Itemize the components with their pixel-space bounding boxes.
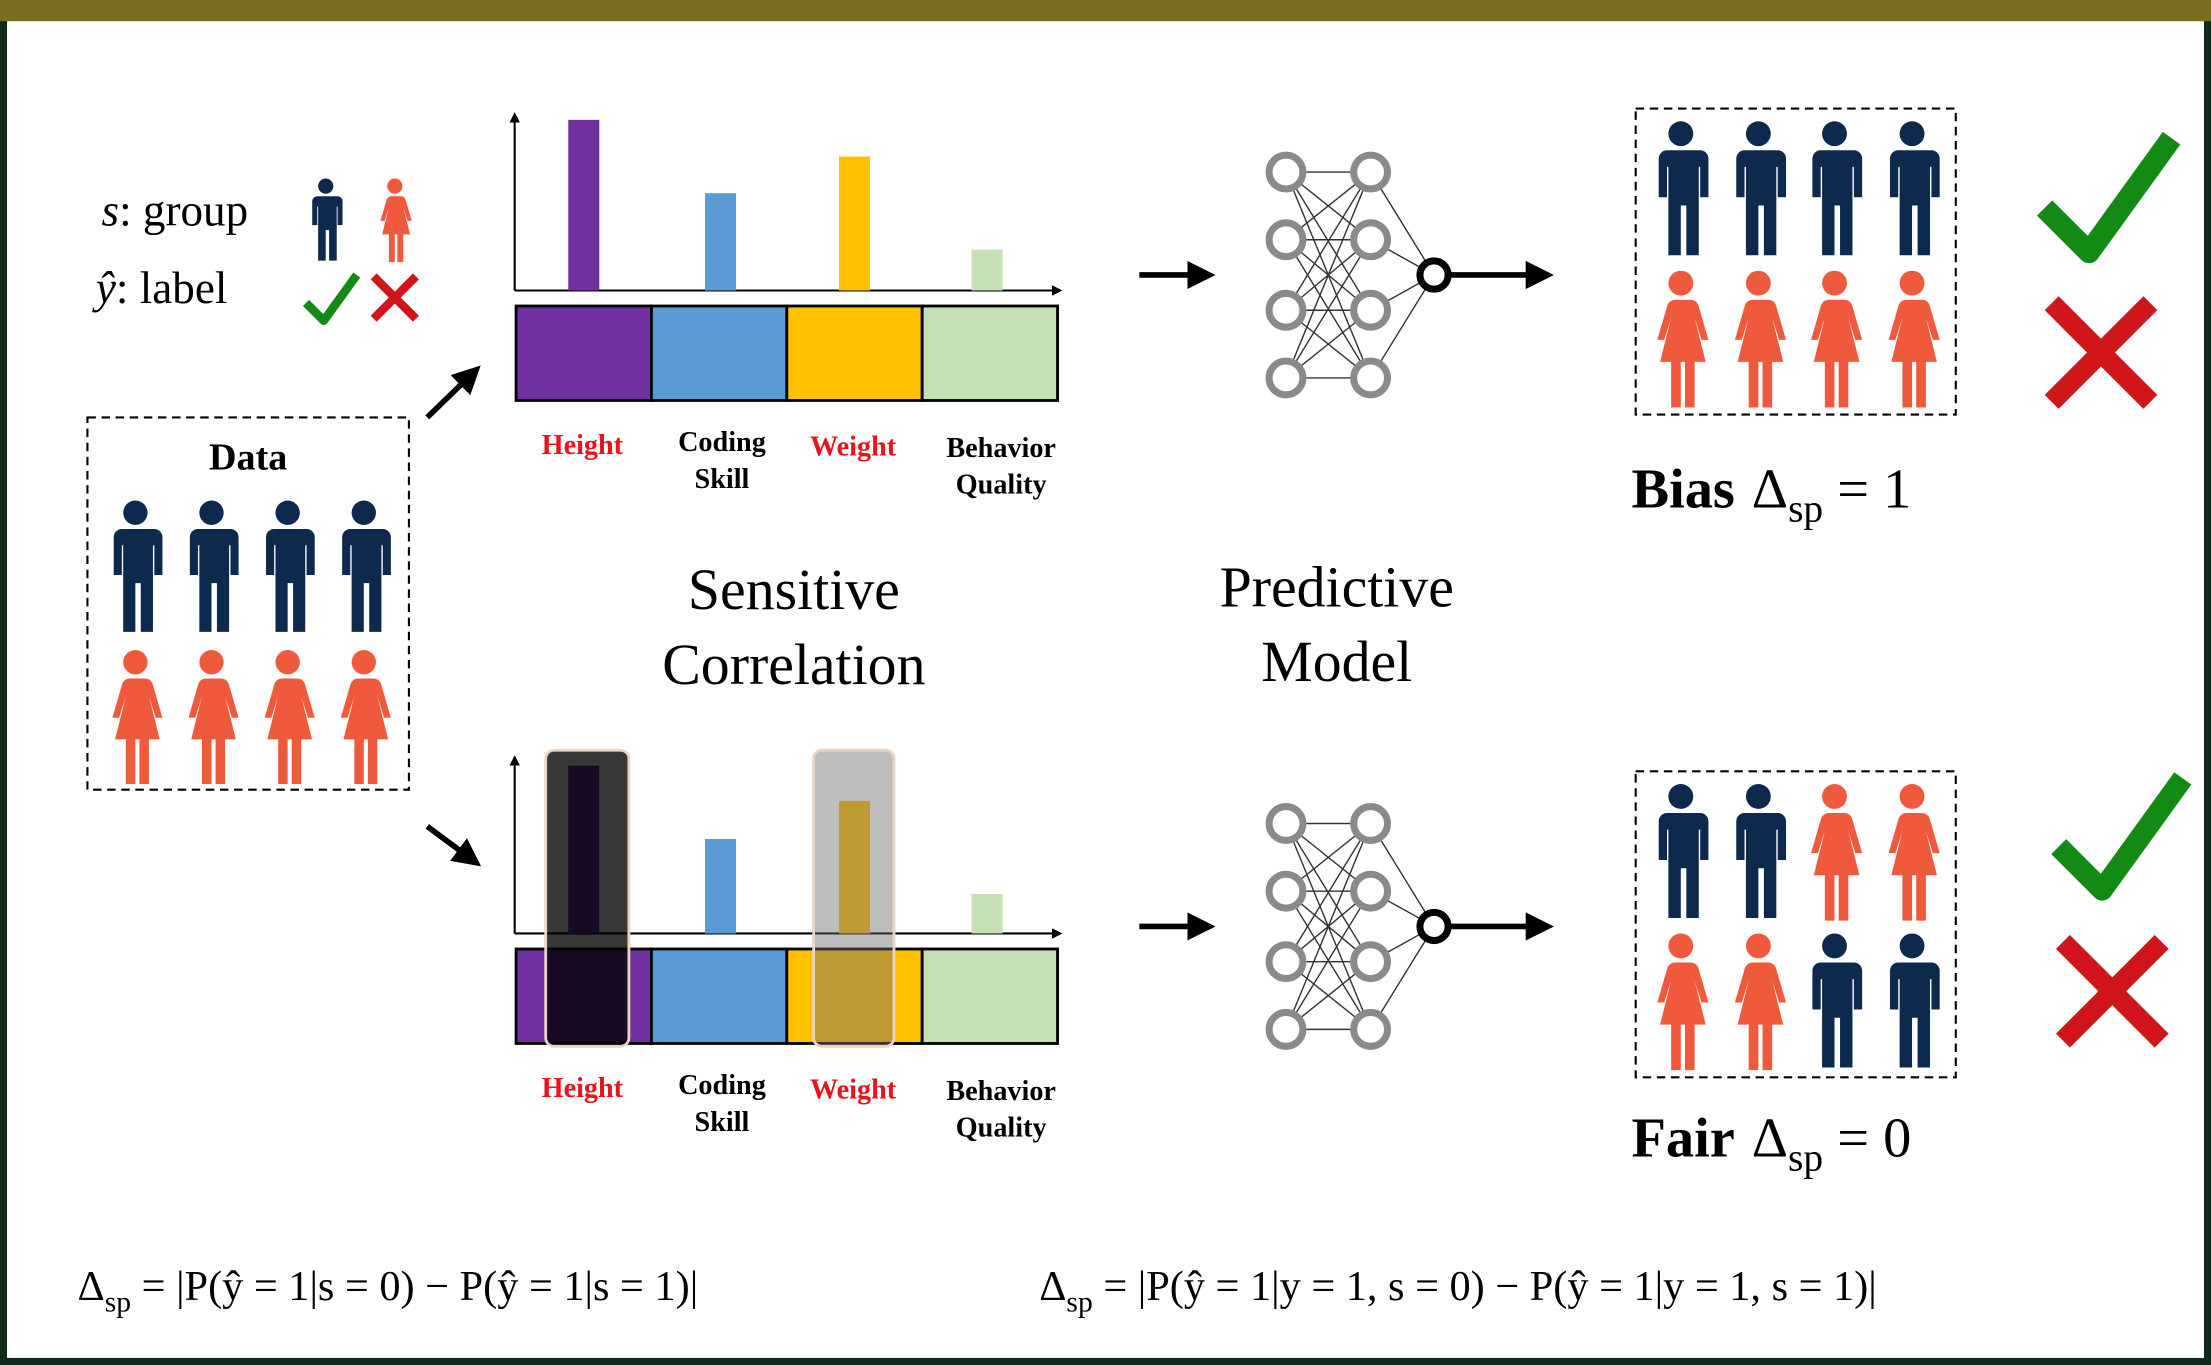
outcome-top: Bias Δsp = 1: [1631, 459, 1911, 531]
formula-body: = |P(ŷ = 1|s = 0) − P(ŷ = 1|s = 1)|: [131, 1263, 698, 1310]
feature-label: Weight: [810, 1074, 897, 1105]
symbol: s: [102, 186, 120, 236]
figure: s: group ŷ: label Data Sensitive Correla…: [0, 0, 2211, 1365]
bar: [705, 839, 736, 933]
nn-output: [1420, 912, 1448, 940]
top-bar: [0, 0, 2211, 21]
feature-label: Behavior: [946, 433, 1056, 464]
feature-block: [651, 306, 786, 400]
bar: [839, 157, 870, 291]
nn-node: [1354, 155, 1388, 189]
data-title: Data: [209, 437, 287, 479]
subscript: sp: [1788, 1135, 1823, 1179]
subscript: sp: [105, 1286, 131, 1318]
formula: Δsp = |P(ŷ = 1|s = 0) − P(ŷ = 1|s = 1)|: [78, 1263, 699, 1318]
nn-node: [1354, 361, 1388, 395]
nn-node: [1354, 807, 1388, 841]
formula: Δsp = |P(ŷ = 1|y = 1, s = 0) − P(ŷ = 1|y…: [1039, 1263, 1877, 1318]
legend-text: : label: [116, 263, 227, 313]
feature-label: Skill: [695, 464, 750, 495]
stage-label: Correlation: [662, 632, 925, 697]
nn-node: [1354, 223, 1388, 257]
legend-label: ŷ: label: [92, 263, 228, 313]
symbol: ŷ: [92, 263, 117, 313]
sensitive-highlight: [546, 750, 629, 1046]
nn-node: [1269, 874, 1303, 908]
nn-node: [1354, 1012, 1388, 1046]
stage-label: Predictive: [1220, 554, 1454, 619]
bar: [972, 250, 1003, 291]
nn-node: [1269, 807, 1303, 841]
feature-label: Weight: [810, 431, 897, 462]
feature-block: [787, 306, 922, 400]
nn-node: [1269, 361, 1303, 395]
nn-output: [1420, 261, 1448, 289]
nn-node: [1269, 155, 1303, 189]
feature-label: Quality: [956, 470, 1047, 501]
nn-node: [1269, 1012, 1303, 1046]
sensitive-highlight: [814, 750, 894, 1046]
feature-label: Height: [542, 1073, 624, 1104]
symbol: Δ: [1752, 1107, 1788, 1169]
nn-node: [1269, 293, 1303, 327]
feature-block: [651, 949, 786, 1043]
nn-node: [1269, 945, 1303, 979]
feature-block: [922, 949, 1057, 1043]
metric: = 1: [1823, 459, 1911, 521]
nn-node: [1269, 223, 1303, 257]
legend-text: : group: [119, 186, 248, 236]
feature-block: [516, 306, 651, 400]
subscript: sp: [1788, 487, 1823, 531]
outcome-bottom: Fair Δsp = 0: [1631, 1107, 1911, 1179]
nn-node: [1354, 874, 1388, 908]
bar: [972, 894, 1003, 933]
bar: [705, 193, 736, 290]
legend-group: s: group: [102, 186, 249, 236]
stage-label: Model: [1261, 629, 1412, 694]
symbol: Δ: [1039, 1263, 1066, 1310]
feature-label: Coding: [678, 427, 766, 458]
symbol: Δ: [78, 1263, 105, 1310]
stage-label: Sensitive: [688, 557, 900, 622]
feature-label: Height: [542, 430, 624, 461]
formula-body: = |P(ŷ = 1|y = 1, s = 0) − P(ŷ = 1|y = 1…: [1093, 1263, 1877, 1310]
feature-label: Behavior: [946, 1076, 1056, 1107]
feature-label: Coding: [678, 1070, 766, 1101]
outcome-label: Bias: [1631, 459, 1734, 521]
outcome-label: Fair: [1631, 1107, 1734, 1169]
nn-node: [1354, 945, 1388, 979]
feature-block: [922, 306, 1057, 400]
metric: = 0: [1823, 1107, 1911, 1169]
symbol: Δ: [1752, 459, 1788, 521]
bar: [568, 120, 599, 291]
feature-label: Skill: [695, 1107, 750, 1138]
nn-node: [1354, 293, 1388, 327]
feature-label: Quality: [956, 1113, 1047, 1144]
subscript: sp: [1066, 1286, 1092, 1318]
